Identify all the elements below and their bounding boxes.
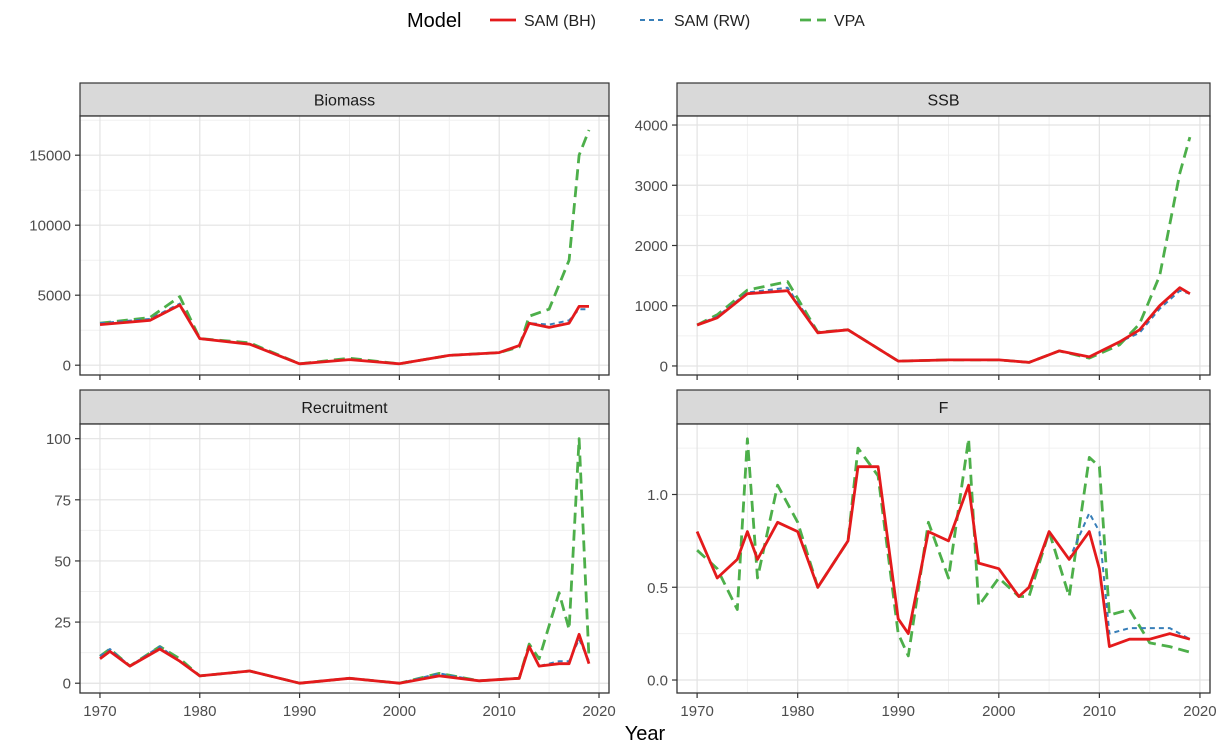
- series-line-sam-bh: [696, 286, 1191, 364]
- x-axis-label: Year: [625, 723, 666, 745]
- y-tick-label: 0.0: [647, 673, 668, 690]
- series-line-vpa: [696, 136, 1192, 364]
- facet-panels: Biomass050001000015000SSB010002000300040…: [29, 82, 1217, 720]
- x-tick-label: 1970: [680, 703, 713, 720]
- plot-area: [677, 424, 1210, 693]
- legend-label-sam-bh: SAM (BH): [524, 13, 596, 30]
- y-tick-label: 75: [54, 492, 71, 509]
- legend-label-sam-rw: SAM (RW): [674, 13, 750, 30]
- y-tick-label: 50: [54, 553, 71, 570]
- y-tick-label: 1000: [635, 298, 668, 315]
- series-line-sam-bh: [99, 632, 591, 685]
- panel-border: [79, 115, 610, 376]
- panel-f: F 0.0 0.5 1.0 1970 1980 1990 2000 2010 2020: [647, 389, 1217, 720]
- y-tick-label: 3000: [635, 178, 668, 195]
- y-tick-label: 0.5: [647, 580, 668, 597]
- x-tick-label: 1990: [283, 703, 316, 720]
- x-tick-label: 1990: [882, 703, 915, 720]
- legend-label-vpa: VPA: [834, 13, 865, 30]
- legend: Model SAM (BH) SAM (RW) VPA: [407, 10, 865, 32]
- x-tick-label: 1980: [183, 703, 216, 720]
- x-tick-label: 2000: [383, 703, 416, 720]
- y-tick-label: 1.0: [647, 487, 668, 504]
- x-tick-label: 2010: [1083, 703, 1116, 720]
- panel-title-biomass: Biomass: [314, 93, 375, 110]
- x-tick-label: 2020: [582, 703, 615, 720]
- x-tick-label: 1970: [83, 703, 116, 720]
- strip-recruitment: [79, 389, 610, 425]
- panel-title-f: F: [939, 400, 949, 417]
- panel-recruitment: Recruitment 0 25 50 75 100 1970 1980 1990 2000 201…: [46, 389, 616, 720]
- panel-title-recruitment: Recruitment: [301, 400, 388, 417]
- series-line-sam-bh: [695, 465, 1191, 648]
- y-tick-label: 0: [660, 358, 668, 375]
- series-line-vpa: [696, 437, 1191, 658]
- panel-border: [676, 423, 1211, 694]
- y-tick-label: 0: [63, 358, 71, 375]
- strip-biomass: [79, 82, 610, 117]
- x-tick-label: 2000: [982, 703, 1015, 720]
- x-tick-label: 1980: [781, 703, 814, 720]
- plot-area: [80, 116, 609, 375]
- y-tick-label: 4000: [635, 118, 668, 135]
- y-tick-label: 2000: [635, 238, 668, 255]
- y-tick-label: 0: [63, 676, 71, 693]
- y-tick-label: 100: [46, 431, 71, 448]
- panel-biomass: Biomass 0 5000 10000 15000: [29, 82, 610, 380]
- series-line-sam-bh: [99, 303, 589, 366]
- y-tick-label: 15000: [29, 148, 71, 165]
- x-tick-label: 2020: [1183, 703, 1216, 720]
- y-tick-label: 10000: [29, 218, 71, 235]
- legend-title: Model: [407, 10, 461, 32]
- x-tick-label: 2010: [483, 703, 516, 720]
- panel-ssb: SSB 0 1000 2000 3000 4000: [635, 82, 1211, 380]
- panel-title-ssb: SSB: [927, 93, 959, 110]
- y-tick-label: 25: [54, 615, 71, 632]
- y-tick-label: 5000: [38, 288, 71, 305]
- panel-border: [79, 423, 610, 694]
- strip-ssb: [676, 82, 1211, 117]
